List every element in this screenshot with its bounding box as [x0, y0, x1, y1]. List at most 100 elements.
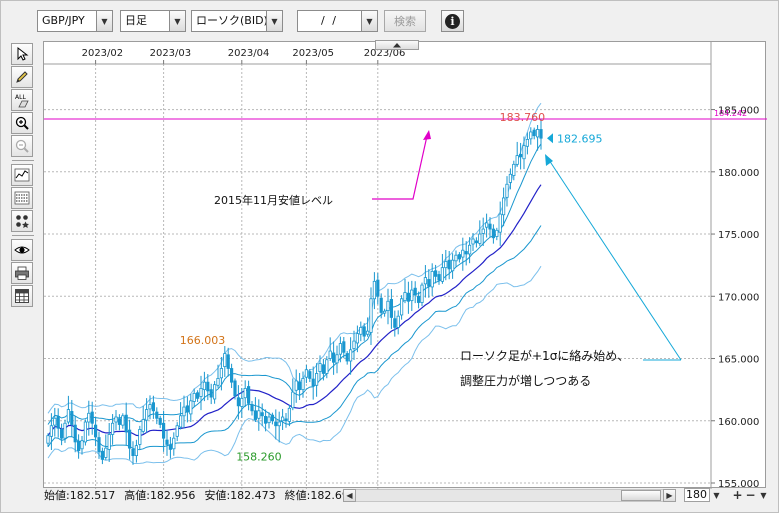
down-candle: [70, 411, 74, 425]
down-candle: [151, 402, 155, 412]
up-candle: [410, 289, 414, 302]
toolbar-divider: [12, 160, 34, 161]
zoom-in-chart-button[interactable]: +: [731, 488, 744, 502]
zoom-out-button[interactable]: [11, 135, 33, 157]
arrow-head-icon: [545, 154, 553, 166]
collapse-toggle[interactable]: [375, 40, 419, 50]
search-button[interactable]: 検索: [384, 10, 426, 32]
cursor-tool-button[interactable]: [11, 43, 33, 65]
cursor-icon: [17, 46, 29, 61]
current-price-label: 182.695: [557, 132, 603, 145]
zoom-out-chart-button[interactable]: −: [744, 488, 757, 502]
low-readout: 安値:182.473: [204, 489, 276, 502]
up-candle: [87, 412, 91, 423]
chart-type-value: ローソク(BID): [196, 14, 266, 27]
numeric-table-icon: [14, 191, 30, 205]
chevron-down-icon[interactable]: ▼: [361, 11, 377, 31]
down-candle: [437, 274, 441, 281]
chart-menu-button[interactable]: ▼: [757, 489, 770, 502]
upper-1sigma-band: [47, 143, 542, 425]
view-button[interactable]: [11, 239, 33, 261]
plus-icon: +: [732, 488, 743, 502]
date-input[interactable]: / / ▼: [297, 10, 378, 32]
print-button[interactable]: [11, 262, 33, 284]
scroll-left-button[interactable]: ◀: [343, 488, 356, 502]
chevron-left-icon: ◀: [346, 490, 353, 500]
down-candle: [100, 450, 105, 460]
palette-icon: [16, 215, 29, 228]
symbol-select[interactable]: GBP/JPY ▼: [37, 10, 113, 32]
info-button[interactable]: i: [441, 10, 464, 32]
up-candle: [192, 392, 196, 402]
horizontal-scrollbar[interactable]: [356, 488, 663, 502]
up-candle: [219, 368, 223, 379]
up-candle: [212, 384, 217, 400]
up-candle: [348, 349, 353, 362]
up-candle: [182, 406, 186, 417]
down-candle: [56, 416, 60, 429]
timeframe-select[interactable]: 日足 ▼: [120, 10, 186, 32]
scroll-right-button[interactable]: ▶: [663, 488, 676, 502]
down-candle: [253, 410, 257, 420]
down-candle: [274, 421, 278, 427]
clear-all-button[interactable]: ALL: [11, 89, 33, 111]
zoom-in-button[interactable]: [11, 112, 33, 134]
draw-line-button[interactable]: [11, 66, 33, 88]
down-candle: [532, 129, 536, 137]
bar-count-input[interactable]: 180: [684, 488, 710, 502]
x-tick-label: 2023/02: [82, 48, 124, 59]
candlestick-chart[interactable]: 184.242 183.760 182.695 166.003 158.260 2015年…: [44, 42, 767, 489]
down-candle: [124, 414, 128, 433]
close-label: 終値: [284, 489, 307, 502]
chevron-down-icon[interactable]: ▼: [96, 11, 112, 31]
up-candle: [430, 270, 434, 288]
up-candle: [294, 380, 298, 391]
up-candle: [49, 425, 53, 437]
down-candle: [77, 440, 81, 452]
low-label: 安値: [204, 489, 227, 502]
zoom-in-icon: [15, 116, 29, 130]
up-candle: [450, 259, 455, 272]
up-candle: [66, 409, 71, 423]
down-candle: [539, 129, 543, 139]
up-candle: [515, 155, 519, 165]
up-candle: [80, 440, 84, 450]
indicator-icon: [14, 168, 30, 182]
down-candle: [457, 254, 462, 260]
indicator-button[interactable]: [11, 164, 33, 186]
down-candle: [185, 405, 189, 413]
minus-icon: −: [745, 488, 756, 502]
up-candle: [189, 400, 193, 415]
comment-annotation-arrow: [548, 159, 682, 361]
up-candle: [501, 197, 506, 216]
up-candle: [178, 415, 183, 428]
chevron-down-icon[interactable]: ▼: [266, 11, 282, 31]
chart-area[interactable]: 184.242 183.760 182.695 166.003 158.260 2015年…: [43, 41, 767, 489]
upper-2sigma-band: [47, 102, 542, 414]
down-candle: [297, 381, 302, 391]
down-candle: [229, 368, 234, 383]
chart-type-select[interactable]: ローソク(BID) ▼: [191, 10, 283, 32]
print-icon: [15, 266, 29, 280]
up-candle: [46, 435, 50, 444]
up-candle: [335, 354, 339, 364]
down-candle: [308, 371, 312, 379]
scrollbar-thumb[interactable]: [621, 489, 661, 501]
numeric-table-button[interactable]: [11, 187, 33, 209]
down-candle: [447, 259, 451, 270]
chevron-down-icon[interactable]: ▼: [169, 11, 185, 31]
up-candle: [107, 434, 111, 450]
up-candle: [508, 173, 513, 183]
up-candle: [121, 415, 125, 426]
color-setting-button[interactable]: [11, 210, 33, 232]
up-candle: [372, 280, 377, 300]
high-readout: 高値:182.956: [124, 489, 196, 502]
x-tick-label: 2023/05: [292, 48, 334, 59]
down-candle: [474, 240, 479, 244]
down-candle: [270, 414, 274, 422]
up-candle: [403, 292, 407, 302]
up-candle: [355, 333, 360, 344]
grid-table-button[interactable]: [11, 285, 33, 307]
count-dropdown-button[interactable]: ▼: [710, 489, 723, 502]
